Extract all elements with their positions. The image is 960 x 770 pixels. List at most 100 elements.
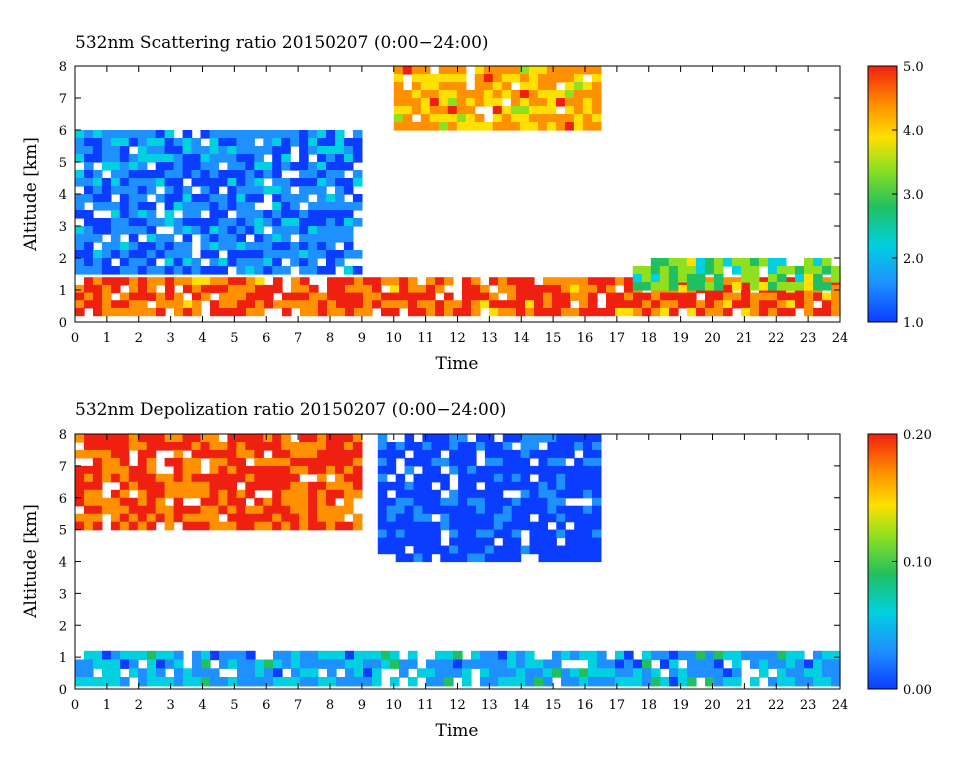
heatmap-cell	[363, 677, 373, 687]
heatmap-cell	[290, 521, 300, 531]
heatmap-cell	[471, 292, 481, 301]
x-tick-label: 17	[609, 331, 626, 346]
heatmap-cell	[164, 210, 175, 219]
heatmap-cell	[493, 505, 504, 515]
heatmap-cell	[101, 218, 112, 227]
heatmap-cell	[164, 154, 175, 163]
heatmap-cell	[447, 98, 458, 107]
heatmap-cell	[84, 242, 94, 251]
heatmap-cell	[768, 677, 778, 687]
heatmap-cell	[492, 114, 503, 123]
heatmap-cell	[546, 74, 557, 83]
heatmap-cell	[254, 481, 264, 491]
heatmap-cell	[511, 497, 522, 507]
x-tick-label: 22	[768, 698, 785, 713]
heatmap-cell	[528, 98, 539, 107]
heatmap-cell	[245, 442, 255, 451]
heatmap-cell	[327, 650, 337, 661]
heatmap-cell	[363, 277, 373, 286]
heatmap-cell	[386, 521, 397, 531]
heatmap-cell	[110, 178, 121, 187]
x-tick-label: 4	[198, 331, 206, 346]
heatmap-cell	[831, 677, 841, 687]
heatmap-cell	[377, 529, 388, 539]
heatmap-cell	[592, 465, 602, 475]
heatmap-cell	[588, 284, 598, 294]
heatmap-cell	[417, 300, 427, 309]
heatmap-cell	[565, 434, 575, 443]
heatmap-cell	[822, 300, 832, 309]
heatmap-cell	[642, 300, 652, 309]
heatmap-cell	[128, 202, 139, 211]
heatmap-cell	[245, 138, 255, 147]
heatmap-cell	[209, 457, 220, 467]
heatmap-cell	[462, 307, 472, 317]
heatmap-cell	[129, 277, 139, 286]
heatmap-cell	[263, 465, 273, 475]
heatmap-cell	[458, 449, 468, 459]
heatmap-cell	[573, 82, 584, 91]
heatmap-cell	[422, 553, 432, 563]
heatmap-cell	[467, 521, 477, 531]
heatmap-cell	[237, 292, 247, 301]
heatmap-cell	[210, 307, 220, 317]
heatmap-cell	[582, 90, 593, 99]
heatmap-cell	[511, 505, 522, 515]
heatmap-cell	[592, 489, 602, 499]
heatmap-cell	[440, 513, 450, 523]
heatmap-cell	[474, 122, 485, 131]
heatmap-cell	[317, 154, 327, 163]
heatmap-cell	[438, 122, 449, 131]
heatmap-cell	[317, 513, 327, 523]
heatmap-cell	[155, 178, 166, 187]
heatmap-cell	[299, 178, 309, 187]
heatmap-cell	[146, 266, 157, 275]
heatmap-cell	[484, 457, 495, 467]
heatmap-cell	[263, 186, 273, 195]
heatmap-cell	[336, 292, 346, 301]
heatmap-cell	[476, 521, 486, 531]
heatmap-cell	[281, 186, 291, 195]
heatmap-cell	[317, 250, 327, 259]
heatmap-cell	[228, 284, 238, 294]
heatmap-cell	[390, 307, 400, 317]
heatmap-cell	[713, 282, 724, 291]
heatmap-cell	[592, 457, 602, 467]
heatmap-cell	[182, 457, 193, 467]
heatmap-cell	[263, 442, 273, 451]
heatmap-cell	[438, 98, 449, 107]
heatmap-cell	[422, 497, 432, 507]
heatmap-cell	[110, 457, 121, 467]
heatmap-cell	[343, 505, 354, 515]
heatmap-cell	[431, 465, 441, 475]
heatmap-cell	[272, 210, 282, 219]
heatmap-cell	[519, 82, 530, 91]
heatmap-cell	[272, 202, 282, 211]
heatmap-cell	[138, 650, 148, 661]
heatmap-cell	[538, 553, 548, 563]
heatmap-cell	[511, 434, 522, 443]
heatmap-cell	[227, 154, 237, 163]
heatmap-cell	[402, 66, 413, 75]
x-tick-label: 13	[481, 698, 498, 713]
heatmap-cell	[300, 677, 310, 687]
heatmap-cell	[493, 553, 504, 563]
heatmap-cell	[272, 250, 282, 259]
heatmap-cell	[236, 242, 246, 251]
heatmap-cell	[813, 258, 823, 267]
heatmap-cell	[511, 553, 522, 563]
heatmap-cell	[565, 545, 575, 555]
heatmap-cell	[200, 521, 211, 531]
heatmap-cell	[435, 677, 445, 687]
heatmap-cell	[245, 154, 255, 163]
colorbar-tick-label: 4.0	[903, 124, 924, 139]
heatmap-cell	[668, 274, 679, 283]
heatmap-cell	[218, 242, 228, 251]
heatmap-cell	[317, 489, 327, 499]
heatmap-cell	[156, 277, 166, 286]
heatmap-cell	[345, 284, 355, 294]
heatmap-cell	[565, 449, 575, 459]
heatmap-cell	[281, 226, 291, 235]
heatmap-cell	[75, 242, 85, 251]
heatmap-cell	[335, 130, 345, 139]
